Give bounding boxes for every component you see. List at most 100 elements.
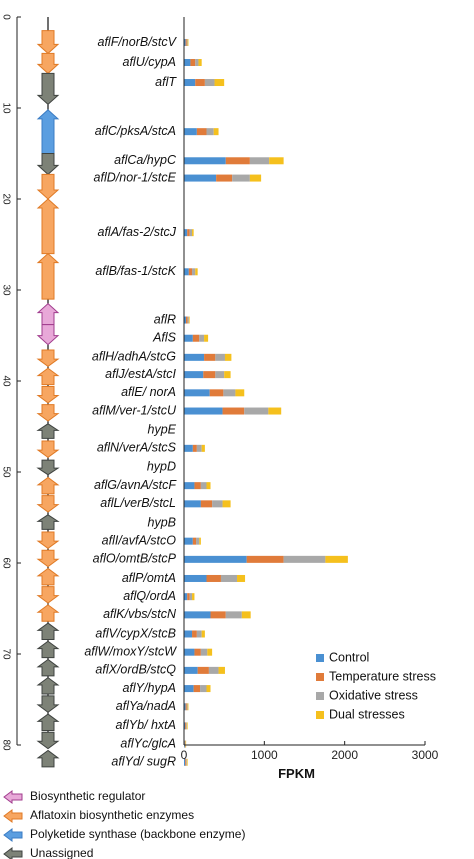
legend-swatch [316, 654, 324, 662]
gene-label: aflK/vbs/stcN [103, 607, 177, 621]
gene-label: aflA/fas-2/stcJ [98, 225, 177, 239]
bar-segment-dual-stresses [201, 630, 205, 638]
bar-segment-oxidative-stress [215, 371, 225, 379]
fpkm-axis: 0 1000 2000 3000 FPKM [181, 17, 439, 781]
gene-arrow-regulator [36, 302, 60, 326]
bar-segment-control [184, 611, 211, 619]
legend-swatch [316, 692, 324, 700]
legend-label: Temperature stress [329, 669, 436, 683]
gene-arrow-enzyme [36, 349, 60, 368]
category-legend-label: Aflatoxin biosynthetic enzymes [30, 808, 194, 822]
gene-arrow-enzyme [36, 495, 60, 513]
gene-arrow-unassigned [36, 677, 60, 695]
gene-arrow-unassigned [36, 749, 60, 768]
bar-segment-oxidative-stress [196, 444, 202, 452]
bar-segment-temperature-stress [200, 500, 213, 508]
gene-arrow-enzyme [36, 404, 60, 422]
gene-label: hypE [148, 422, 177, 436]
bar-segment-dual-stresses [187, 703, 189, 711]
bar-segment-dual-stresses [185, 740, 187, 748]
legend-swatch [316, 711, 324, 719]
position-tick-label: 0 [0, 14, 11, 20]
bar-segment-temperature-stress [188, 268, 193, 276]
gene-arrow-unassigned [36, 459, 60, 476]
bar-segment-dual-stresses [218, 666, 225, 674]
bar-segment-oxidative-stress [186, 722, 187, 730]
bar-segment-temperature-stress [192, 444, 197, 452]
bar-segment-control [184, 482, 195, 490]
gene-label: aflJ/estA/stcI [105, 367, 176, 381]
bar-segment-oxidative-stress [283, 555, 326, 563]
bar-segment-oxidative-stress [192, 268, 196, 276]
bar-segment-dual-stresses [222, 500, 231, 508]
bar-segment-oxidative-stress [195, 59, 199, 66]
category-legend-label: Unassigned [30, 846, 93, 859]
bar-segment-control [184, 389, 210, 397]
bar-segment-dual-stresses [201, 444, 205, 452]
gene-arrow-unassigned [36, 72, 60, 106]
gene-label: aflY/hypA [122, 681, 176, 695]
gene-label: hypB [148, 515, 177, 529]
bar-segment-control [184, 500, 201, 508]
bar-segment-dual-stresses [268, 407, 282, 415]
gene-label: aflYb/ hxtA [116, 718, 176, 732]
gene-label: aflO/omtB/stcP [93, 552, 177, 566]
bar-segment-dual-stresses [224, 371, 231, 379]
bar-segment-oxidative-stress [220, 574, 238, 582]
gene-label: aflL/verB/stcL [100, 496, 176, 510]
bar-segment-temperature-stress [185, 722, 187, 730]
position-tick-label: 30 [0, 284, 11, 296]
bar-segment-control [184, 630, 193, 638]
bar-segment-dual-stresses [186, 722, 188, 730]
gene-label: aflX/ordB/stcQ [95, 663, 176, 677]
bar-segment-oxidative-stress [189, 229, 193, 237]
category-legend-label: Polyketide synthase (backbone enzyme) [30, 827, 245, 841]
gene-arrow-enzyme [36, 198, 60, 255]
bar-segment-temperature-stress [195, 79, 205, 87]
bar-segment-control [184, 555, 247, 563]
gene-label: hypD [147, 460, 176, 474]
bar-segment-oxidative-stress [186, 703, 188, 711]
gene-arrow-enzyme [36, 567, 60, 586]
bar-segment-oxidative-stress [200, 482, 207, 490]
bar-segment-dual-stresses [241, 611, 251, 619]
gene-label: aflU/cypA [123, 55, 177, 69]
gene-arrow-enzyme [36, 531, 60, 550]
gene-label: aflH/adhA/stcG [92, 350, 176, 364]
gene-arrow-enzyme [36, 252, 60, 300]
bar-segment-dual-stresses [192, 229, 194, 237]
bar-segment-temperature-stress [197, 666, 209, 674]
fpkm-tick-label: 3000 [412, 748, 439, 762]
bar-segment-oxidative-stress [187, 316, 189, 324]
bar-segment-oxidative-stress [225, 611, 242, 619]
bar-segment-control [184, 758, 186, 766]
position-tick-label: 10 [0, 102, 11, 114]
gene-label: aflR [154, 312, 176, 326]
gene-label: aflYa/nadA [116, 699, 176, 713]
gene-label: aflCa/hypC [114, 153, 177, 167]
bar-segment-dual-stresses [206, 482, 211, 490]
gene-label: aflI/avfA/stcO [102, 533, 177, 547]
gene-arrow-unassigned [36, 695, 60, 713]
gene-arrow-unassigned [36, 153, 60, 176]
gene-arrow-unassigned [36, 640, 60, 659]
bar-segment-temperature-stress [187, 593, 190, 601]
gene-arrow-enzyme [36, 586, 60, 604]
position-tick-label: 60 [0, 557, 11, 569]
bar-segment-oxidative-stress [212, 500, 223, 508]
gene-label: aflM/ver-1/stcU [92, 403, 177, 417]
position-tick-label: 40 [0, 375, 11, 387]
bar-segment-dual-stresses [206, 685, 211, 693]
gene-arrow-enzyme [36, 30, 60, 55]
gene-arrow-enzyme [36, 440, 60, 459]
bar-segment-temperature-stress [185, 703, 187, 711]
category-arrow-icon [3, 809, 23, 823]
gene-arrow-unassigned [36, 658, 60, 677]
bar-segment-oxidative-stress [185, 740, 186, 748]
bar-segment-control [184, 574, 207, 582]
bar-segment-dual-stresses [186, 758, 188, 766]
gene-label: aflV/cypX/stcB [95, 626, 176, 640]
gene-arrow-unassigned [36, 514, 60, 530]
bar-segment-control [184, 353, 205, 361]
position-tick-label: 70 [0, 648, 11, 660]
